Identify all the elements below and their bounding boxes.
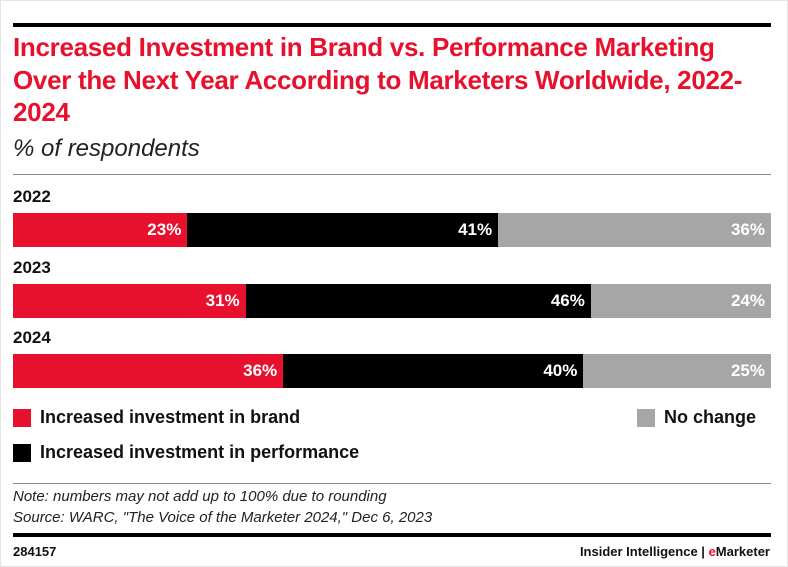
bar-segment: 23% xyxy=(13,213,188,247)
data-label: 23% xyxy=(147,220,182,239)
bottom-rule xyxy=(13,533,771,537)
legend-swatch-performance xyxy=(13,443,31,462)
data-label: 24% xyxy=(730,291,765,310)
note-text: Note: numbers may not add up to 100% due… xyxy=(13,488,387,505)
bar-segment: 46% xyxy=(245,284,591,318)
data-label: 25% xyxy=(730,361,765,380)
data-label: 40% xyxy=(543,361,578,380)
bar-segment: 31% xyxy=(13,284,246,318)
brand-text-rest: Marketer xyxy=(715,544,770,559)
legend-swatch-brand xyxy=(13,408,31,427)
year-label: 2024 xyxy=(13,328,51,347)
footer-divider xyxy=(13,483,771,484)
data-label: 36% xyxy=(243,361,278,380)
chart-subtitle: % of respondents xyxy=(13,135,200,162)
legend-item-brand: Increased investment in brand xyxy=(13,407,300,428)
bar-row-2023: 31% 46% 24% xyxy=(13,284,771,318)
bar-segment: 36% xyxy=(13,354,284,388)
bar-segment: 25% xyxy=(583,354,771,388)
legend-label: Increased investment in brand xyxy=(40,407,301,427)
bar-row-2024: 36% 40% 25% xyxy=(13,354,771,388)
legend-label: No change xyxy=(664,407,757,427)
data-label: 36% xyxy=(730,220,765,239)
data-label: 46% xyxy=(550,291,585,310)
brand-logo: Insider Intelligence | eMarketer xyxy=(580,544,770,559)
data-label: 41% xyxy=(458,220,493,239)
legend-label: Increased investment in performance xyxy=(40,442,360,462)
legend-swatch-no-change xyxy=(637,408,655,427)
brand-text: Insider Intelligence | xyxy=(579,544,709,559)
header-divider xyxy=(13,174,771,175)
bar-segment: 36% xyxy=(498,213,771,247)
top-rule xyxy=(13,23,771,27)
bar-segment: 24% xyxy=(590,284,771,318)
source-text: Source: WARC, "The Voice of the Marketer… xyxy=(13,509,433,526)
year-label: 2023 xyxy=(13,258,51,277)
bar-segment: 41% xyxy=(187,213,499,247)
legend-item-no-change: No change xyxy=(637,407,756,428)
legend-item-performance: Increased investment in performance xyxy=(13,442,359,463)
chart-title: Increased Investment in Brand vs. Perfor… xyxy=(13,32,743,127)
bar-segment: 40% xyxy=(283,354,584,388)
chart-id: 284157 xyxy=(13,544,57,559)
brand-accent: e xyxy=(708,544,716,559)
data-label: 31% xyxy=(205,291,240,310)
year-label: 2022 xyxy=(13,187,51,206)
bar-row-2022: 23% 41% 36% xyxy=(13,213,771,247)
